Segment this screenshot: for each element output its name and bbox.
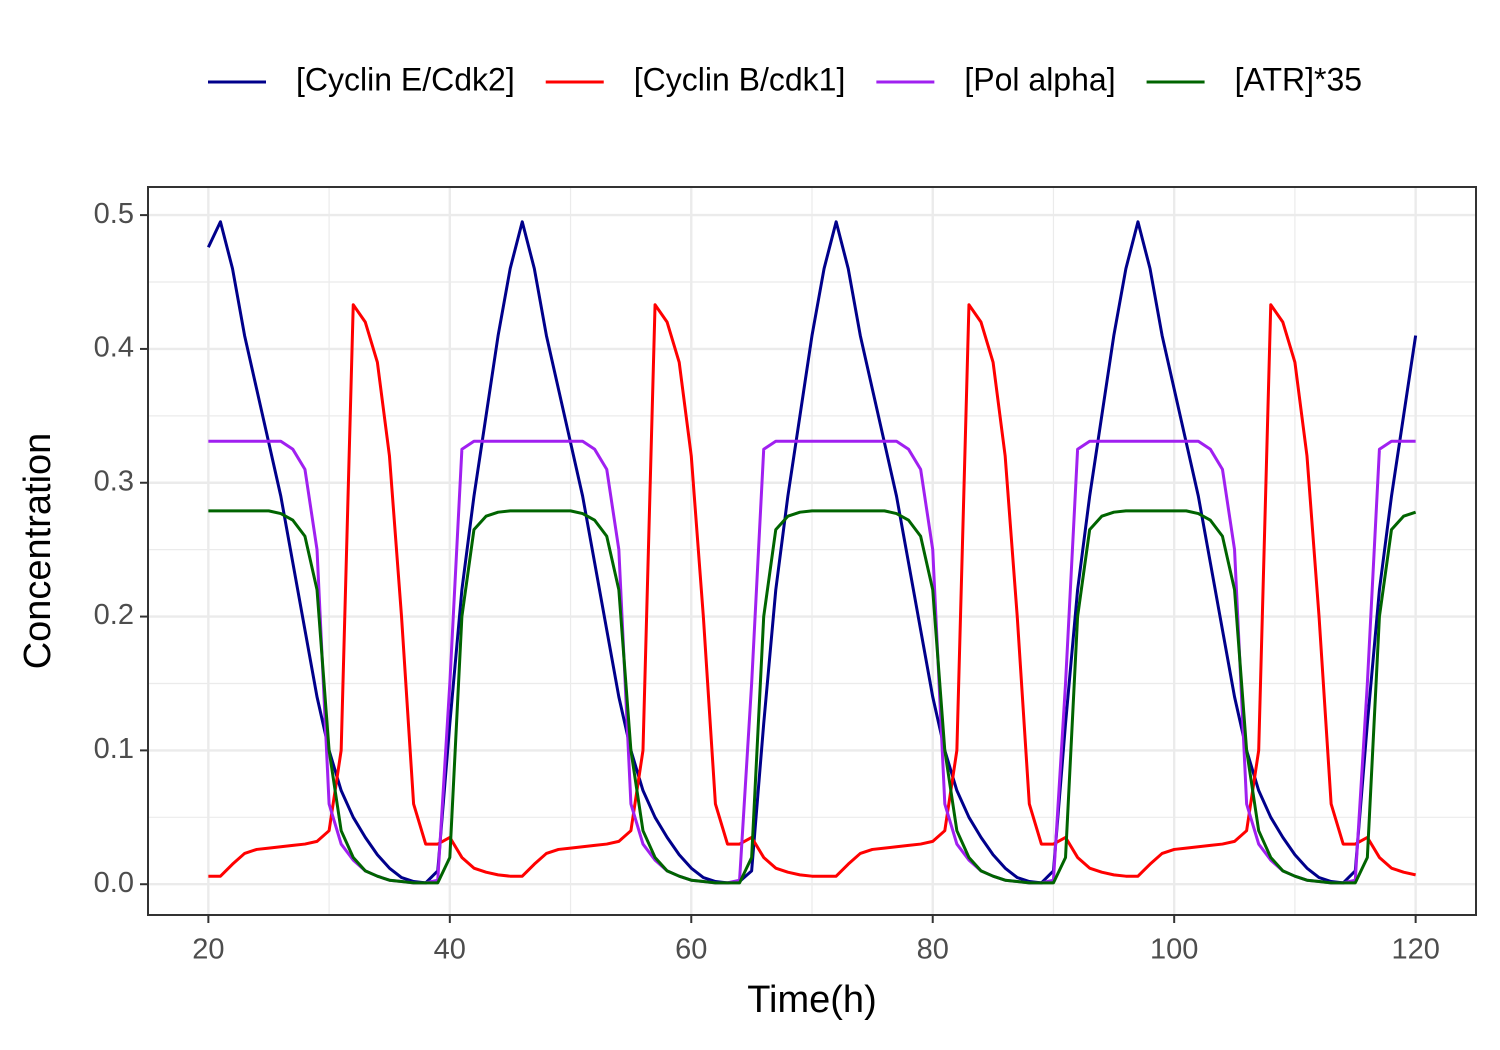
y-tick-label: 0.5 xyxy=(94,198,134,230)
series-line xyxy=(208,303,1416,878)
x-tick-label: 20 xyxy=(192,934,224,966)
y-tick-label: 0.2 xyxy=(94,599,134,631)
series-line xyxy=(207,220,1418,885)
y-tick-label: 0.3 xyxy=(94,465,134,497)
legend-label: [Pol alpha] xyxy=(964,61,1115,97)
legend: [Cyclin E/Cdk2] [Cyclin B/cdk1] [Pol alpha… xyxy=(208,61,1362,97)
legend-label: [Cyclin B/cdk1] xyxy=(634,61,846,97)
x-tick-label: 40 xyxy=(434,934,466,966)
y-tick-label: 0.4 xyxy=(94,332,134,364)
y-tick-label: 0.0 xyxy=(94,867,134,899)
legend-label: [ATR]*35 xyxy=(1235,61,1362,97)
y-tick-label: 0.1 xyxy=(94,733,134,765)
y-axis-title: Concentration xyxy=(17,433,59,670)
x-tick-label: 100 xyxy=(1150,934,1198,966)
x-axis-title: Time(h) xyxy=(747,979,876,1021)
x-tick-label: 120 xyxy=(1391,934,1439,966)
panel-border xyxy=(147,186,1477,916)
x-tick-label: 60 xyxy=(675,934,707,966)
lines xyxy=(207,220,1418,885)
legend-label: [Cyclin E/Cdk2] xyxy=(296,61,515,97)
series-line xyxy=(208,509,1417,885)
axes: 20 40 60 80 100 120 0.0 0.1 0.2 0.3 0.4 0.5 xyxy=(94,198,1440,966)
x-tick-label: 80 xyxy=(917,934,949,966)
